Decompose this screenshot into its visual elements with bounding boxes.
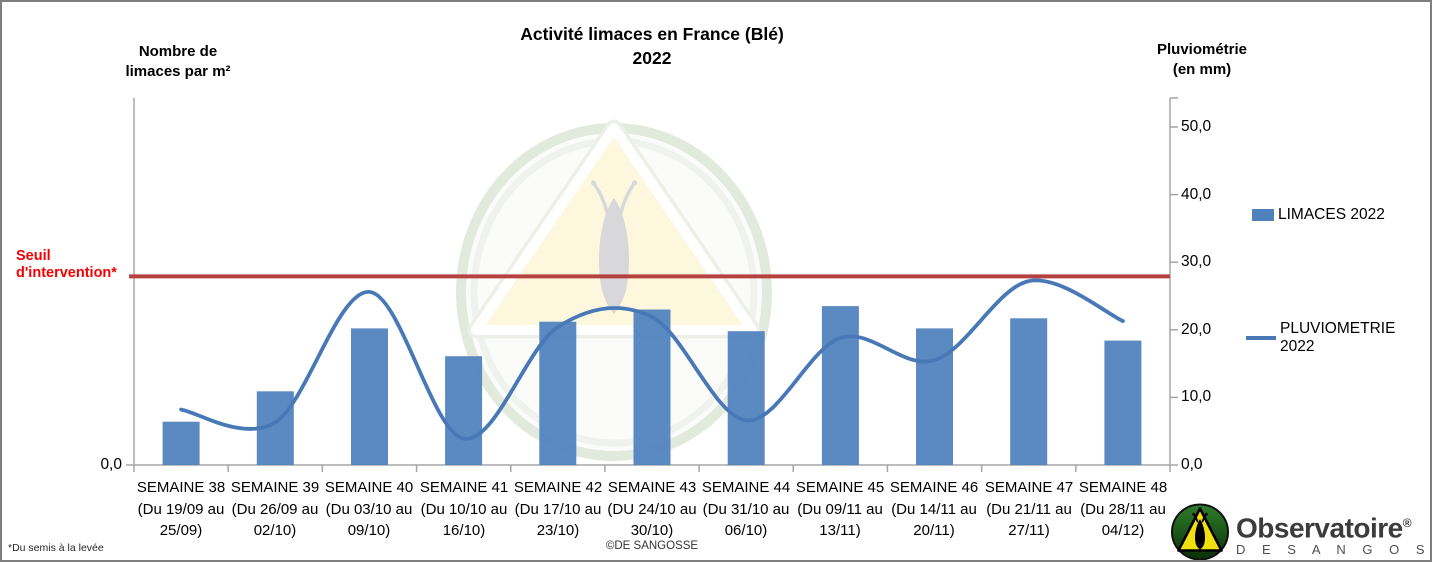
x-axis-label-semaine-42: SEMAINE 42 (Du 17/10 au 23/10) — [513, 479, 603, 539]
registered-mark: ® — [1402, 515, 1412, 530]
line-swatch-icon — [1246, 336, 1276, 340]
legend-item-limaces: LIMACES 2022 — [1252, 206, 1385, 224]
chart-title-line1: Activité limaces en France (Blé) — [520, 24, 784, 44]
left-axis-title-line2: limaces par m² — [125, 63, 231, 80]
threshold-label: Seuil d'intervention* — [16, 248, 136, 282]
legend-item-pluviometrie: PLUVIOMETRIE 2022 — [1246, 320, 1430, 356]
left-axis-title-line1: Nombre de — [138, 43, 218, 60]
bar-semaine-47 — [1010, 318, 1048, 465]
right-axis-tick-label: 30,0 — [1181, 253, 1212, 270]
right-axis-tick-label: 10,0 — [1181, 388, 1212, 405]
bar-semaine-45 — [821, 306, 859, 465]
bar-semaine-43 — [633, 309, 671, 465]
slug-warning-icon — [1171, 503, 1229, 560]
observatoire-logo: Observatoire® D E S A N G O S S E — [1170, 502, 1432, 560]
legend-limaces-label: LIMACES 2022 — [1278, 206, 1385, 223]
bar-semaine-40 — [351, 328, 388, 465]
bar-series-limaces — [162, 306, 1142, 465]
watermark-logo — [456, 119, 772, 461]
footnote: *Du semis à la levée — [8, 542, 104, 554]
bar-semaine-42 — [539, 321, 577, 465]
legend-pluvio-label: PLUVIOMETRIE 2022 — [1280, 320, 1396, 355]
right-axis-tick-label: 50,0 — [1181, 118, 1212, 135]
line-series-pluviometrie — [179, 278, 1125, 441]
bar-semaine-44 — [727, 331, 765, 465]
x-axis-label-semaine-44: SEMAINE 44 (Du 31/10 au 06/10) — [701, 479, 791, 539]
chart-title-line2: 2022 — [632, 48, 672, 68]
logo-subtitle: D E S A N G O S S E — [1236, 542, 1432, 558]
watermark-slug-icon — [590, 180, 638, 314]
x-axis-label-semaine-45: SEMAINE 45 (Du 09/11 au 13/11) — [795, 479, 885, 539]
right-axis-tick-label: 20,0 — [1181, 321, 1212, 338]
threshold-label-line1: Seuil — [16, 248, 51, 264]
bar-swatch-icon — [1252, 209, 1274, 221]
x-axis-label-semaine-46: SEMAINE 46 (Du 14/11 au 20/11) — [889, 479, 979, 539]
right-axis-title-line1: Pluviométrie — [1156, 41, 1248, 58]
left-axis-title: Nombre de limaces par m² — [98, 42, 258, 82]
x-axis-label-semaine-47: SEMAINE 47 (Du 21/11 au 27/11) — [984, 479, 1074, 539]
bar-semaine-46 — [916, 328, 953, 465]
left-axis-tick-label: 0,0 — [100, 456, 122, 473]
copyright: ©DE SANGOSSE — [605, 540, 699, 552]
right-axis-title-line2: (en mm) — [1172, 61, 1232, 78]
right-axis-tick-label: 40,0 — [1181, 186, 1212, 203]
right-axis-tick-label: 0,0 — [1181, 456, 1203, 473]
logo-brand: Observatoire — [1236, 512, 1403, 544]
x-axis-label-semaine-38: SEMAINE 38 (Du 19/09 au 25/09) — [136, 479, 226, 539]
bar-semaine-38 — [162, 421, 200, 465]
threshold-label-line2: d'intervention* — [16, 265, 117, 281]
x-axis-label-semaine-39: SEMAINE 39 (Du 26/09 au 02/10) — [230, 479, 320, 539]
x-axis-label-semaine-40: SEMAINE 40 (Du 03/10 au 09/10) — [324, 479, 414, 539]
x-axis-label-semaine-48: SEMAINE 48 (Du 28/11 au 04/12) — [1078, 479, 1168, 539]
chart-title: Activité limaces en France (Blé) 2022 — [134, 22, 1170, 70]
bar-semaine-41 — [445, 356, 483, 465]
bar-semaine-48 — [1104, 340, 1142, 465]
right-axis-title: Pluviométrie (en mm) — [1122, 40, 1282, 80]
x-axis-label-semaine-41: SEMAINE 41 (Du 10/10 au 16/10) — [419, 479, 509, 539]
x-axis-label-semaine-43: SEMAINE 43 (DU 24/10 au 30/10) — [607, 479, 697, 539]
